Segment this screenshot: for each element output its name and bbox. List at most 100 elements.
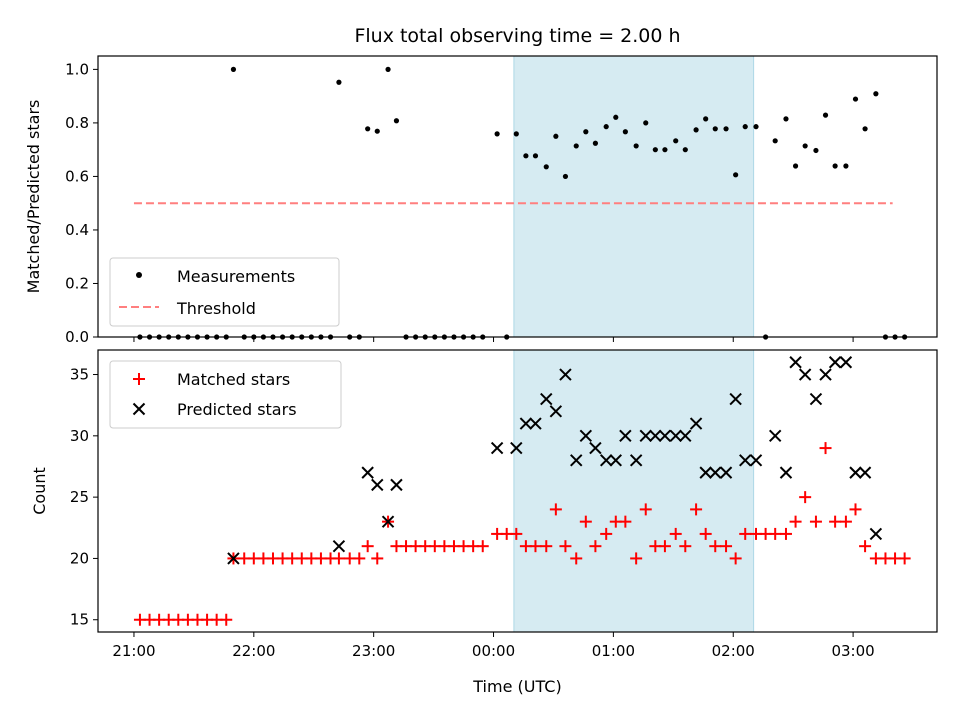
predicted-star-point	[629, 454, 643, 467]
measurement-point	[613, 114, 619, 120]
matched-star-point	[639, 503, 652, 516]
legend-measurements-label: Measurements	[177, 267, 295, 286]
matched-star-point	[729, 552, 742, 565]
measurement-point	[753, 124, 759, 130]
predicted-star-point	[789, 356, 802, 369]
measurement-point	[374, 128, 380, 134]
measurement-point	[693, 127, 699, 133]
predicted-star-point	[381, 515, 395, 528]
predicted-star-point	[828, 356, 842, 369]
top-y-axis-label: Matched/Predicted stars	[24, 100, 43, 294]
x-tick-label: 22:00	[232, 642, 275, 660]
chart-title: Flux total observing time = 2.00 h	[354, 25, 680, 47]
predicted-star-point	[768, 429, 782, 443]
measurement-point	[742, 124, 748, 130]
legend-measurements-marker	[136, 272, 142, 278]
measurement-point	[573, 143, 579, 149]
top-y-ticks: 0.0 0.2 0.4 0.6 0.8 1.0	[65, 60, 98, 346]
predicted-star-point	[490, 441, 504, 455]
matched-star-point	[779, 527, 792, 540]
x-tick-label: 02:00	[712, 642, 755, 660]
predicted-star-point	[669, 429, 682, 443]
matched-star-point	[353, 552, 366, 565]
matched-star-point	[709, 540, 722, 553]
predicted-star-point	[839, 356, 853, 369]
predicted-star-point	[729, 392, 742, 406]
predicted-star-point	[649, 429, 662, 443]
measurement-point	[723, 126, 729, 132]
predicted-star-point	[540, 392, 553, 406]
matched-star-point	[829, 515, 842, 528]
matched-star-point	[570, 552, 583, 565]
matched-star-point	[476, 540, 489, 553]
predicted-star-point	[858, 466, 872, 479]
top-legend-box	[109, 257, 340, 327]
matched-star-point	[361, 540, 374, 553]
matched-star-point	[371, 552, 384, 565]
predicted-star-point	[519, 417, 533, 430]
matched-star-point	[739, 527, 752, 540]
matched-star-point	[720, 540, 733, 553]
predicted-star-point	[390, 478, 403, 492]
matched-star-point	[220, 613, 233, 626]
top-y-tick-label: 0.2	[65, 274, 89, 292]
predicted-star-point	[332, 539, 346, 553]
measurement-point	[643, 120, 649, 126]
measurement-point	[772, 138, 778, 144]
measurement-point	[832, 163, 838, 169]
matched-star-point	[679, 540, 692, 553]
measurement-point	[230, 66, 237, 72]
matched-star-point	[332, 552, 345, 565]
measurement-point	[622, 129, 628, 135]
matched-star-point	[630, 552, 643, 565]
legend-predicted-marker	[132, 402, 146, 416]
predicted-star-point	[798, 368, 812, 381]
bottom-legend: Matched stars Predicted stars	[109, 360, 342, 429]
predicted-star-point	[749, 454, 763, 467]
measurement-point	[583, 129, 589, 135]
x-tick-label: 21:00	[112, 642, 155, 660]
bottom-y-ticks: 15 20 25 30 35	[70, 366, 98, 629]
measurement-point	[513, 131, 519, 137]
measurement-point	[843, 163, 849, 169]
predicted-star-point	[709, 466, 722, 479]
measurement-point	[603, 124, 609, 130]
measurement-point	[783, 116, 789, 122]
measurement-point	[802, 143, 808, 149]
top-y-tick-label: 1.0	[65, 60, 89, 78]
predicted-star-point	[589, 441, 602, 455]
predicted-star-point	[609, 454, 622, 467]
measurement-point	[682, 147, 688, 153]
matched-star-point	[819, 442, 832, 455]
legend-predicted-label: Predicted stars	[177, 400, 297, 419]
predicted-star-point	[579, 429, 593, 443]
matched-star-point	[559, 540, 572, 553]
matched-star-point	[619, 515, 632, 528]
bottom-y-axis-label: Count	[30, 467, 49, 515]
measurement-point	[543, 164, 549, 170]
bottom-y-tick-label: 35	[70, 366, 89, 384]
top-highlight-span	[513, 55, 755, 338]
predicted-star-point	[559, 368, 572, 381]
bottom-legend-box	[109, 360, 342, 429]
predicted-star-point	[739, 454, 752, 467]
predicted-star-point	[819, 368, 832, 381]
predicted-star-point	[639, 429, 652, 443]
matched-star-point	[669, 527, 682, 540]
matched-star-point	[859, 540, 872, 553]
measurement-point	[633, 143, 639, 149]
measurement-point	[862, 126, 868, 132]
x-tick-label: 01:00	[592, 642, 635, 660]
measurement-point	[813, 147, 819, 154]
predicted-star-point	[599, 454, 613, 467]
predicted-star-point	[619, 429, 632, 443]
legend-matched-plus	[133, 373, 145, 385]
measurement-point	[523, 153, 529, 159]
predicted-star-point	[570, 454, 583, 467]
predicted-star-point	[658, 429, 672, 443]
bottom-y-tick-label: 15	[70, 611, 89, 629]
bottom-y-tick-label: 20	[70, 549, 89, 567]
top-y-tick-label: 0.6	[65, 167, 89, 185]
matched-star-point	[769, 527, 782, 540]
